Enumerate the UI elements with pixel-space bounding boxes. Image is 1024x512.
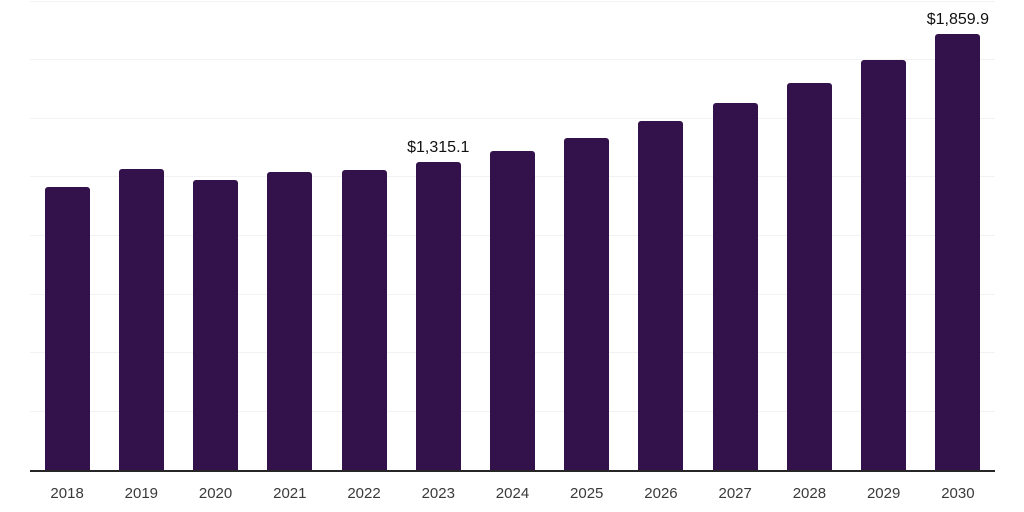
bar-2018[interactable] (44, 187, 90, 470)
x-tick-label-2030: 2030 (941, 485, 975, 502)
bar-2026[interactable] (638, 120, 684, 470)
x-tick-label-2018: 2018 (50, 485, 84, 502)
bar-2021[interactable] (267, 172, 313, 470)
bar-2020[interactable] (193, 180, 239, 470)
x-tick-label-2027: 2027 (718, 485, 752, 502)
gridline-1500 (30, 117, 995, 119)
bar-2028[interactable] (786, 82, 832, 470)
x-axis-line (30, 470, 995, 472)
gridline-1750 (30, 59, 995, 61)
x-tick-label-2028: 2028 (792, 485, 827, 502)
x-tick-label-2029: 2029 (866, 485, 901, 502)
x-tick-label-2026: 2026 (644, 485, 678, 502)
bar-2023[interactable] (415, 161, 461, 470)
bar-2029[interactable] (861, 60, 907, 470)
bar-2022[interactable] (341, 169, 387, 470)
value-label-2023: $1,315.1 (407, 138, 470, 156)
gridline-2000 (30, 0, 995, 2)
bar-2027[interactable] (712, 102, 758, 470)
value-label-2030: $1,859.9 (926, 10, 990, 28)
bar-2030[interactable] (935, 33, 981, 470)
x-tick-label-2019: 2019 (124, 485, 159, 502)
bar-2019[interactable] (118, 169, 164, 470)
x-tick-label-2020: 2020 (198, 485, 233, 502)
x-tick-label-2024: 2024 (495, 485, 530, 502)
x-tick-label-2021: 2021 (273, 485, 307, 502)
bar-2025[interactable] (564, 137, 610, 470)
x-tick-label-2025: 2025 (570, 485, 604, 502)
x-tick-label-2023: 2023 (421, 485, 455, 502)
bar-2024[interactable] (490, 151, 535, 470)
x-tick-label-2022: 2022 (347, 485, 381, 502)
